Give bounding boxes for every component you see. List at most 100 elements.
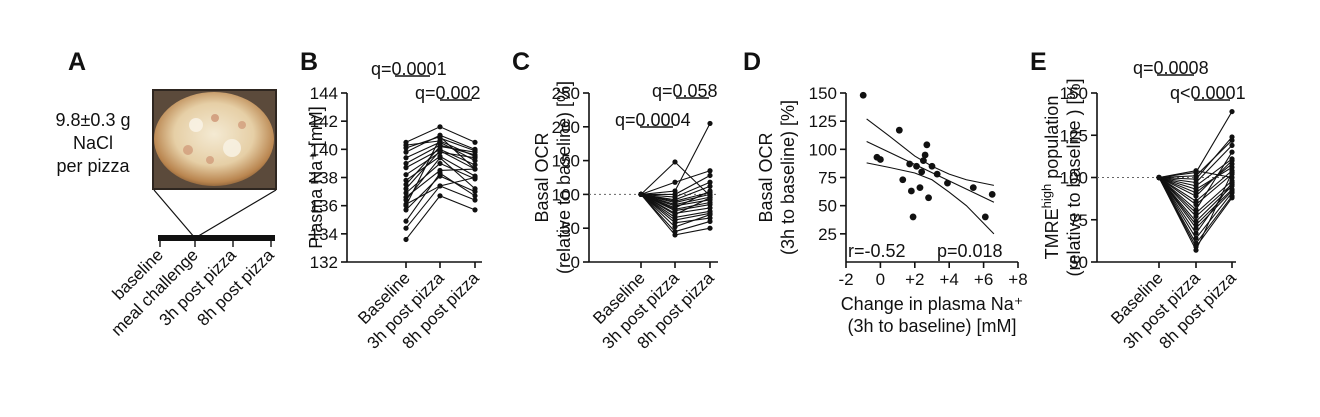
timeline-bar: [158, 235, 275, 241]
data-point: [1229, 158, 1235, 164]
data-point: [1229, 134, 1235, 140]
chart-d: 25 50 75 100 125 150 -2 0 +2 +4 +6 +8 r=-0.52 p=0.018…: [756, 84, 1028, 336]
y-tick-label: 75: [818, 169, 837, 188]
data-point: [437, 193, 443, 199]
data-point: [403, 218, 409, 224]
subject-line: [405, 195, 476, 240]
data-point: [403, 186, 409, 192]
y-tick-label: 50: [561, 219, 580, 238]
y-tick-label: 150: [1060, 84, 1088, 103]
data-point: [472, 155, 478, 161]
data-point: [672, 232, 678, 238]
data-point: [1229, 179, 1235, 186]
data-point: [403, 172, 409, 178]
data-point: [969, 184, 977, 192]
data-point: [1229, 169, 1235, 176]
panel-a: A 9.8±0.3 g NaCl per pizza baselinemeal …: [56, 48, 279, 340]
significance-label: q=0.0004: [615, 110, 691, 130]
significance-label: q=0.0008: [1133, 58, 1209, 78]
data-point: [707, 188, 713, 194]
y-tick-label: 100: [809, 140, 837, 159]
data-point: [472, 139, 478, 145]
significance-label: q<0.0001: [1170, 83, 1246, 103]
data-point: [403, 197, 409, 203]
data-point: [403, 165, 409, 171]
x-tick-label: +6: [974, 270, 993, 289]
data-point: [1193, 230, 1199, 236]
y-tick-label: 75: [1069, 211, 1088, 230]
data-point: [437, 143, 443, 150]
data-point: [403, 160, 409, 167]
timeline-ticks: [159, 241, 272, 247]
data-point: [899, 176, 907, 184]
data-point: [403, 177, 409, 183]
data-point: [437, 155, 443, 161]
data-point: [672, 159, 678, 165]
data-point: [472, 188, 478, 195]
panel-label-e: E: [1030, 48, 1047, 76]
data-point: [472, 193, 478, 199]
data-point: [437, 148, 443, 154]
data-point: [921, 151, 929, 159]
y-tick-label: 50: [818, 197, 837, 216]
salt-text-line-1: 9.8±0.3 g: [56, 110, 131, 130]
data-point: [1193, 213, 1199, 219]
x-tick-label: +4: [940, 270, 959, 289]
data-point: [672, 179, 678, 185]
significance-label: q=0.0001: [371, 59, 447, 79]
panel-d: D 25 50 75 100 125 150 -2 0 +2 +4 +6 +8 r=-0.52 p=0.0…: [743, 48, 1028, 336]
data-point: [907, 187, 915, 195]
data-point: [707, 179, 713, 185]
x-tick-label: +2: [905, 270, 924, 289]
data-point: [437, 160, 443, 167]
data-point: [403, 145, 409, 151]
y-axis-label: TMREhigh population: [1039, 96, 1063, 260]
data-point: [920, 157, 927, 165]
data-point: [472, 174, 478, 181]
data-point: [1156, 174, 1162, 181]
y-axis-label: (relative to baseline) [%]: [554, 81, 574, 274]
regression-line: [866, 140, 995, 203]
y-tick-label: 150: [552, 152, 580, 171]
y-tick-label: 125: [1060, 126, 1088, 145]
data-point: [909, 213, 917, 221]
data-point: [707, 225, 713, 231]
y-tick-label: 142: [310, 112, 338, 131]
data-point: [928, 162, 936, 170]
y-axis-label: Basal OCR: [532, 132, 552, 222]
data-point: [707, 212, 713, 218]
y-tick-label: 100: [1060, 169, 1088, 188]
x-tick-label: 0: [876, 270, 885, 289]
data-point: [403, 203, 409, 209]
data-point: [916, 184, 924, 192]
data-point: [707, 218, 713, 225]
data-point: [403, 225, 409, 231]
zoom-line-right: [194, 189, 277, 239]
data-point: [944, 179, 951, 187]
data-point: [1193, 247, 1199, 253]
correlation-r: r=-0.52: [848, 241, 906, 261]
y-tick-label: 125: [809, 112, 837, 131]
data-point: [638, 191, 644, 197]
data-point: [437, 135, 443, 141]
data-point: [877, 156, 884, 163]
data-point: [403, 149, 409, 155]
data-point: [1229, 142, 1235, 148]
data-point: [1229, 195, 1235, 201]
y-axis-label: Basal OCR: [756, 132, 776, 222]
data-point: [403, 155, 409, 161]
data-point: [1193, 201, 1199, 208]
correlation-p: p=0.018: [937, 241, 1003, 261]
x-tick-label: -2: [838, 270, 853, 289]
data-point: [472, 166, 478, 172]
y-tick-label: 100: [552, 185, 580, 204]
y-axis-label: (3h to baseline) [%]: [778, 100, 798, 255]
data-point: [1193, 235, 1199, 241]
